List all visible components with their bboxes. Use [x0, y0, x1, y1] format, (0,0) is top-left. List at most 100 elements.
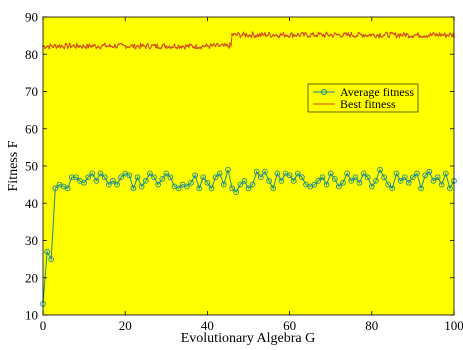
- best-fitness-point: [290, 32, 293, 34]
- best-fitness-point: [449, 32, 451, 35]
- best-fitness-point: [344, 32, 346, 35]
- best-fitness-point: [329, 33, 332, 36]
- average-fitness-point: [138, 183, 145, 190]
- best-fitness-point: [280, 34, 283, 36]
- x-tick-label: 0: [40, 318, 47, 333]
- best-fitness-point: [399, 33, 402, 36]
- best-fitness-point: [225, 44, 227, 47]
- best-fitness-point: [185, 45, 188, 48]
- best-fitness-point: [149, 47, 151, 50]
- best-fitness-point: [212, 43, 215, 45]
- best-fitness-point: [241, 34, 244, 36]
- best-fitness-point: [305, 32, 307, 35]
- best-fitness-point: [354, 36, 357, 39]
- best-fitness-point: [309, 35, 312, 38]
- best-fitness-point: [136, 44, 139, 47]
- x-tick-label: 40: [201, 318, 214, 333]
- average-fitness-point: [401, 174, 408, 181]
- best-fitness-point: [352, 35, 355, 38]
- average-fitness-point: [183, 183, 190, 190]
- best-fitness-point: [85, 47, 88, 50]
- best-fitness-point: [338, 33, 340, 36]
- average-fitness-point: [81, 179, 87, 186]
- average-fitness-point: [110, 178, 116, 184]
- average-fitness-point: [364, 174, 371, 181]
- best-fitness-point: [196, 47, 199, 50]
- best-fitness-point: [204, 44, 207, 47]
- best-fitness-point: [321, 35, 324, 37]
- average-fitness-point: [192, 172, 198, 179]
- best-fitness-point: [60, 44, 63, 47]
- average-fitness-point: [266, 178, 272, 184]
- average-fitness-point: [438, 181, 445, 188]
- legend-best-label: Best fitness: [340, 97, 396, 111]
- average-fitness-point: [200, 174, 207, 181]
- average-fitness-point: [331, 176, 338, 182]
- best-fitness-point: [231, 33, 234, 35]
- best-fitness-point: [375, 36, 377, 39]
- average-fitness-point: [167, 174, 174, 181]
- best-fitness-point: [44, 47, 46, 49]
- best-fitness-point: [311, 33, 314, 36]
- best-fitness-point: [403, 33, 406, 36]
- y-tick-label: 40: [25, 196, 38, 211]
- best-fitness-point: [105, 45, 108, 48]
- best-fitness-point: [251, 31, 254, 34]
- average-fitness-point: [315, 178, 322, 184]
- best-fitness-point: [171, 46, 174, 49]
- best-fitness-point: [146, 43, 149, 45]
- best-fitness-point: [140, 45, 143, 48]
- best-fitness-point: [222, 44, 225, 47]
- best-fitness-point: [253, 36, 256, 39]
- average-fitness-point: [147, 170, 153, 177]
- best-fitness-point: [83, 45, 85, 48]
- best-fitness-point: [292, 33, 295, 36]
- best-fitness-point: [116, 46, 118, 49]
- average-fitness-point: [237, 181, 244, 188]
- average-fitness-point: [381, 174, 387, 181]
- best-fitness-point: [333, 32, 336, 35]
- best-fitness-point: [278, 36, 281, 39]
- legend-box: [307, 83, 419, 113]
- y-tick-label: 80: [25, 47, 38, 62]
- best-fitness-point: [237, 32, 240, 34]
- average-fitness-point: [134, 174, 141, 181]
- average-fitness-point: [196, 185, 203, 192]
- legend-average-marker: [321, 89, 327, 95]
- y-tick-label: 10: [25, 308, 38, 323]
- average-fitness-point: [278, 178, 285, 184]
- best-fitness-point: [416, 33, 418, 36]
- best-fitness-point: [373, 34, 375, 36]
- best-fitness-point: [389, 32, 392, 34]
- x-tick-label: 20: [119, 318, 132, 333]
- best-fitness-point: [161, 45, 164, 47]
- best-fitness-point: [227, 45, 229, 48]
- best-fitness-point: [101, 44, 104, 46]
- best-fitness-point: [444, 36, 447, 38]
- average-fitness-point: [253, 168, 260, 175]
- best-fitness-point: [420, 36, 422, 38]
- best-fitness-point: [257, 35, 260, 38]
- average-fitness-point: [327, 170, 334, 177]
- average-fitness-point: [155, 181, 161, 188]
- best-fitness-point: [360, 33, 363, 36]
- average-fitness-point: [175, 185, 182, 192]
- best-fitness-point: [99, 47, 102, 50]
- best-fitness-point: [266, 34, 268, 37]
- best-fitness-point: [438, 32, 441, 35]
- best-fitness-point: [239, 36, 242, 39]
- average-fitness-point: [229, 185, 235, 192]
- average-fitness-point: [64, 185, 71, 192]
- average-fitness-point: [274, 170, 281, 177]
- best-fitness-point: [270, 36, 272, 38]
- average-fitness-point: [410, 174, 416, 181]
- best-fitness-point: [401, 35, 404, 37]
- best-fitness-point: [169, 47, 172, 50]
- average-fitness-point: [344, 170, 350, 177]
- y-tick-label: 30: [25, 233, 38, 248]
- best-fitness-point: [68, 42, 71, 45]
- average-fitness-point: [389, 185, 396, 192]
- average-fitness-point: [426, 168, 433, 175]
- average-fitness-point: [159, 176, 166, 182]
- best-fitness-point: [405, 33, 408, 35]
